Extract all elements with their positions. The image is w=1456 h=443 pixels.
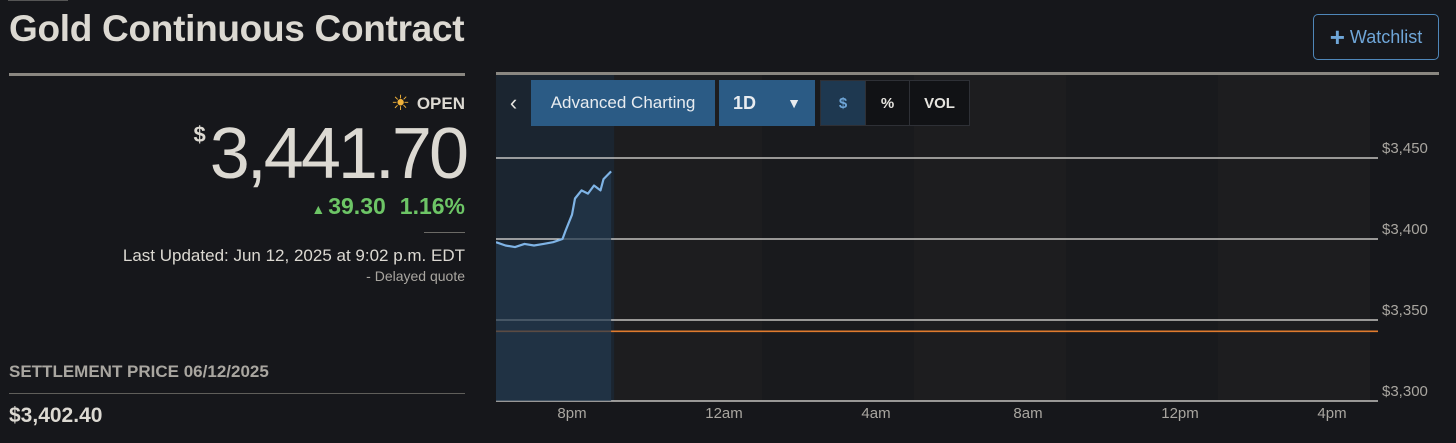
x-tick-label: 8pm: [557, 405, 586, 422]
settlement-divider: [9, 393, 465, 394]
up-arrow-icon: ▲: [311, 201, 326, 217]
last-price: 3,441.70: [209, 114, 469, 194]
advanced-charting-button[interactable]: Advanced Charting: [531, 80, 715, 126]
add-to-watchlist-button[interactable]: + Watchlist: [1313, 14, 1439, 60]
session-band: [914, 75, 1066, 401]
chevron-left-icon[interactable]: ‹: [509, 90, 518, 115]
price-line: [496, 170, 612, 249]
sun-icon: ☀: [390, 92, 410, 115]
change-percent: 1.16%: [399, 193, 465, 219]
x-tick-label: 4pm: [1317, 405, 1346, 422]
x-tick-label: 8am: [1013, 405, 1042, 422]
interval-label: 1D: [733, 92, 757, 113]
chart-divider: [496, 72, 1439, 75]
price-change: ▲ 39.30 1.16%: [311, 193, 465, 220]
x-tick-label: 12pm: [1161, 405, 1199, 422]
last-updated: Last Updated: Jun 12, 2025 at 9:02 p.m. …: [122, 246, 465, 265]
x-tick-label: 12am: [705, 405, 743, 422]
interval-dropdown[interactable]: 1D ▼: [719, 80, 815, 126]
caret-down-icon: ▼: [787, 95, 801, 111]
dollar-mode-button[interactable]: $: [821, 81, 865, 125]
session-band: [610, 75, 762, 401]
chart-toolbar: ‹ Advanced Charting 1D ▼ $ % VOL: [496, 80, 970, 126]
session-band: [762, 75, 914, 401]
volume-toggle-button[interactable]: VOL: [909, 81, 969, 125]
y-tick-label: $3,450: [1382, 140, 1428, 157]
market-status-label: OPEN: [416, 94, 465, 113]
y-tick-label: $3,400: [1382, 221, 1428, 238]
x-tick-label: 4am: [861, 405, 890, 422]
settlement-value: $3,402.40: [9, 404, 103, 427]
small-divider: [424, 232, 465, 233]
change-value-wrap: ▲ 39.30: [311, 193, 385, 220]
percent-mode-button[interactable]: %: [865, 81, 909, 125]
delayed-quote-note: - Delayed quote: [366, 268, 465, 284]
y-tick-label: $3,350: [1382, 302, 1428, 319]
market-status: ☀ OPEN: [390, 92, 465, 115]
plus-icon: +: [1329, 22, 1345, 52]
page-title: Gold Continuous Contract: [9, 8, 465, 49]
display-mode-group: $ % VOL: [820, 80, 970, 126]
settlement-label: SETTLEMENT PRICE 06/12/2025: [9, 362, 269, 381]
watchlist-label: Watchlist: [1349, 26, 1423, 47]
quote-divider: [9, 73, 465, 76]
top-divider: [8, 0, 68, 1]
change-value: 39.30: [328, 193, 386, 219]
session-band: [1218, 75, 1370, 401]
currency-symbol: $: [193, 122, 206, 147]
price-display: $ 3,441.70: [193, 110, 469, 198]
price-chart[interactable]: $3,450 $3,400 $3,350 $3,300 8pm 12am 4am 8am 12p…: [496, 75, 1456, 443]
session-band: [1066, 75, 1218, 401]
y-tick-label: $3,300: [1382, 383, 1428, 400]
price-area: [496, 171, 612, 401]
